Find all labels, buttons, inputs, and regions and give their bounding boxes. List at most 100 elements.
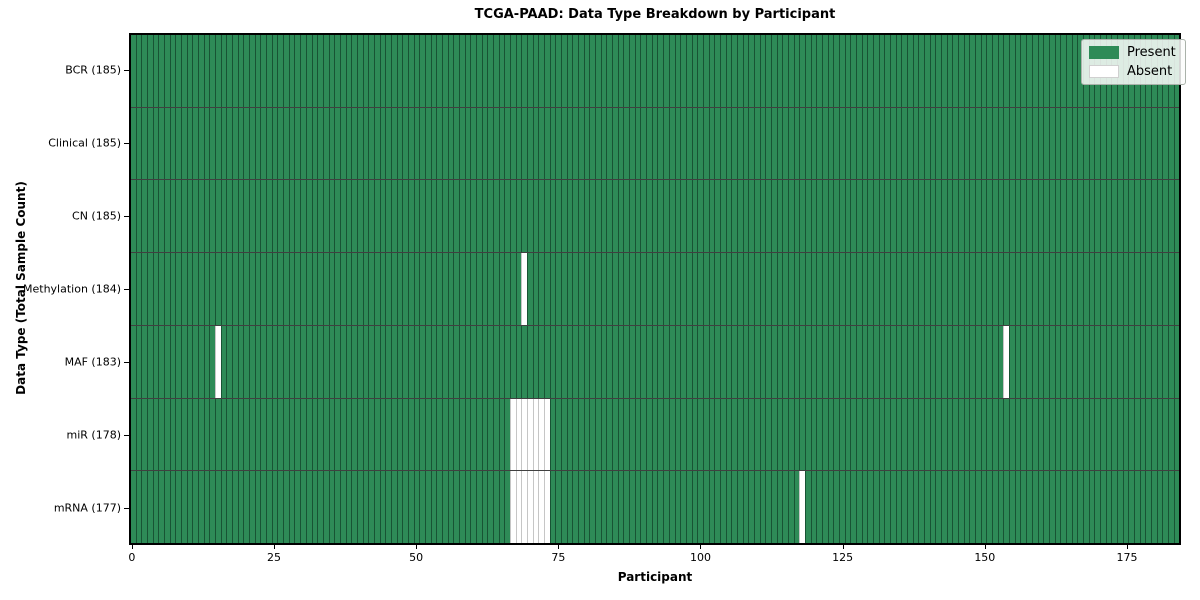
matrix-cell [833,180,839,253]
matrix-cell [861,180,868,253]
matrix-cell [175,471,182,544]
matrix-cell [164,253,170,325]
matrix-cell [595,471,601,544]
matrix-cell [215,325,221,398]
matrix-cell [1031,471,1038,544]
matrix-cell [640,180,647,253]
matrix-cell [1043,253,1049,325]
matrix-cell [1065,35,1072,107]
matrix-cell [311,325,318,398]
matrix-cell [1111,471,1117,544]
matrix-cell [351,471,357,544]
matrix-cell [504,471,511,544]
matrix-cell [640,398,647,471]
matrix-cell [527,253,533,325]
matrix-cell [844,253,851,325]
matrix-cell [498,180,505,253]
matrix-cell [838,471,845,544]
matrix-cell [623,180,630,253]
matrix-cell [952,471,959,544]
matrix-cell [997,253,1004,325]
matrix-cell [833,398,839,471]
matrix-cell [407,107,414,180]
matrix-cell [685,398,692,471]
matrix-cell [736,471,743,544]
matrix-cell [186,180,193,253]
matrix-cell [493,471,499,544]
matrix-cell [804,180,811,253]
matrix-cell [566,325,573,398]
matrix-cell [527,35,533,107]
matrix-cell [351,107,357,180]
matrix-cell [532,107,539,180]
matrix-cell [1105,180,1112,253]
matrix-cell [759,471,766,544]
matrix-cell [890,107,896,180]
matrix-cell [379,471,386,544]
matrix-cell [986,180,993,253]
matrix-cell [1060,398,1066,471]
matrix-cell [203,253,210,325]
matrix-cell [249,35,255,107]
matrix-cell [220,180,227,253]
matrix-cell [799,325,805,398]
matrix-cell [719,253,726,325]
matrix-cell [765,35,771,107]
matrix-cell [634,180,641,253]
matrix-cell [907,471,913,544]
matrix-cell [1026,180,1032,253]
matrix-cell [441,107,448,180]
matrix-cell [787,107,794,180]
matrix-cell [867,398,874,471]
matrix-cell [963,253,970,325]
matrix-cell [1128,398,1134,471]
matrix-cell [169,180,176,253]
matrix-cell [742,107,749,180]
matrix-cell [924,180,930,253]
matrix-cell [470,180,476,253]
matrix-cell [572,107,579,180]
matrix-cell [203,471,210,544]
matrix-cell [1054,398,1061,471]
matrix-cell [481,35,488,107]
matrix-cell [918,398,925,471]
matrix-cell [731,253,737,325]
matrix-cell [1088,471,1095,544]
matrix-cell [266,253,272,325]
matrix-cell [345,180,352,253]
matrix-cell [141,398,148,471]
matrix-cell [725,35,732,107]
matrix-cell [731,325,737,398]
matrix-cell [226,35,233,107]
matrix-cell [578,107,584,180]
matrix-cell [799,35,805,107]
matrix-cell [1162,325,1168,398]
matrix-cell [470,471,476,544]
matrix-cell [544,325,550,398]
matrix-cell [787,180,794,253]
matrix-cell [1173,325,1180,398]
matrix-cell [220,35,227,107]
matrix-cell [1037,35,1044,107]
matrix-cell [470,107,476,180]
matrix-cell [969,325,976,398]
matrix-cell [725,471,732,544]
matrix-cell [169,325,176,398]
matrix-cell [583,35,590,107]
matrix-cell [986,325,993,398]
matrix-cell [271,107,278,180]
y-tick-mark [124,362,129,364]
matrix-cell [424,180,431,253]
matrix-cell [1009,325,1015,398]
matrix-cell [521,35,528,107]
matrix-cell [572,253,579,325]
matrix-cell [799,253,805,325]
matrix-cell [1037,325,1044,398]
matrix-cell [237,180,244,253]
matrix-cell [799,180,805,253]
matrix-cell [504,253,511,325]
matrix-cell [322,107,329,180]
matrix-cell [322,253,329,325]
matrix-cell [237,107,244,180]
matrix-cell [833,325,839,398]
